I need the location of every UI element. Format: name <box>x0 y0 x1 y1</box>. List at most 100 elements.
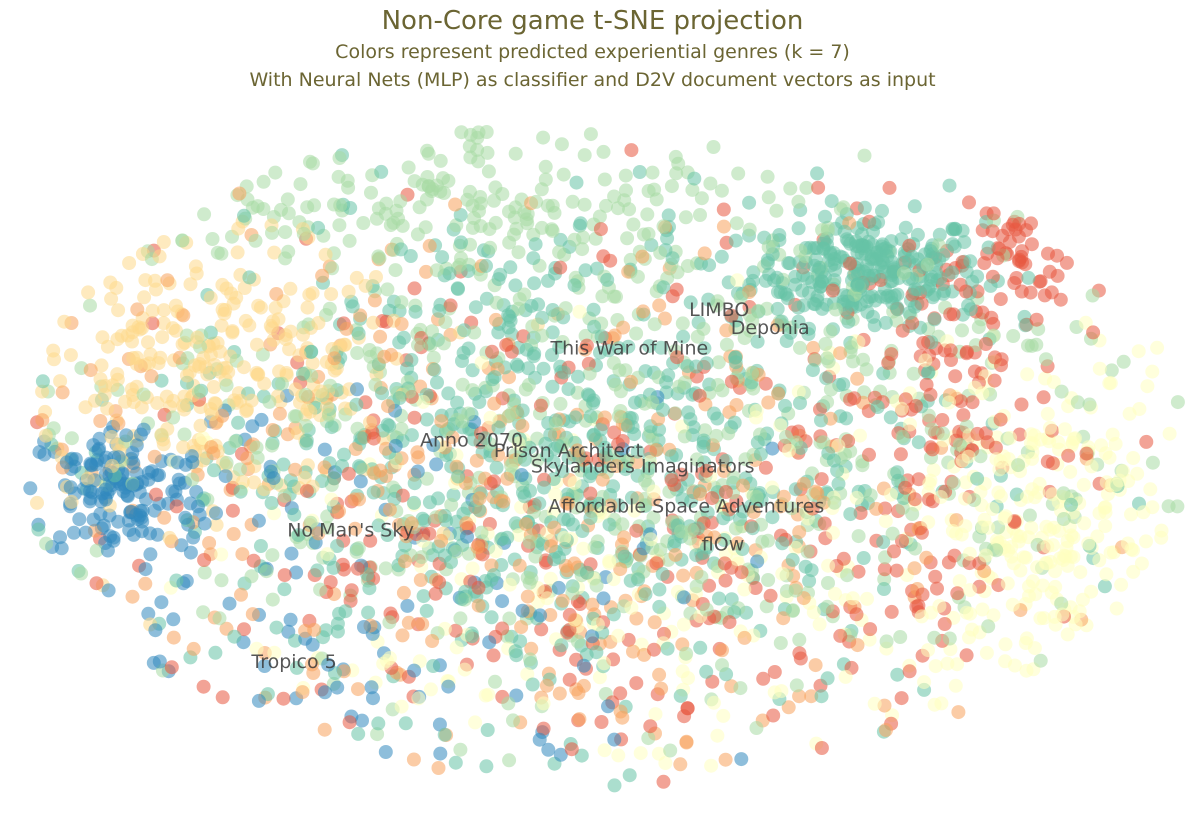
scatter-point <box>371 249 386 264</box>
scatter-point <box>92 431 107 446</box>
scatter-point <box>846 354 860 369</box>
scatter-point <box>425 324 439 339</box>
scatter-point <box>798 559 813 574</box>
scatter-point <box>761 240 776 254</box>
scatter-point <box>624 490 639 505</box>
scatter-point <box>926 463 941 477</box>
scatter-point <box>481 164 496 179</box>
scatter-point <box>598 447 613 462</box>
scatter-point <box>296 226 311 241</box>
scatter-point <box>545 303 560 317</box>
scatter-point <box>948 221 963 236</box>
scatter-point <box>1124 507 1138 522</box>
scatter-point <box>356 216 371 230</box>
scatter-point <box>590 617 605 632</box>
scatter-point <box>281 244 296 259</box>
scatter-point <box>520 589 535 604</box>
scatter-point <box>514 468 529 482</box>
scatter-point <box>155 330 170 345</box>
scatter-point <box>1054 596 1069 611</box>
scatter-point <box>986 206 1001 221</box>
scatter-point <box>313 582 328 597</box>
scatter-point <box>792 689 807 704</box>
scatter-point <box>524 298 539 313</box>
scatter-point <box>257 659 272 673</box>
scatter-point <box>890 667 905 682</box>
scatter-point <box>137 290 152 305</box>
scatter-point <box>907 561 922 576</box>
scatter-point <box>380 282 395 297</box>
scatter-point <box>810 166 825 181</box>
scatter-point <box>214 318 229 333</box>
scatter-point <box>401 160 416 175</box>
scatter-point <box>788 277 803 292</box>
scatter-point <box>419 603 434 618</box>
scatter-point <box>1041 246 1055 261</box>
scatter-point <box>406 752 421 767</box>
scatter-point <box>265 592 280 607</box>
scatter-point <box>120 328 135 343</box>
scatter-point <box>763 588 778 603</box>
scatter-point <box>618 363 633 378</box>
scatter-point <box>638 587 653 602</box>
scatter-point <box>524 641 539 656</box>
scatter-point <box>426 659 441 673</box>
scatter-point <box>288 462 303 477</box>
scatter-point <box>559 495 574 510</box>
scatter-point <box>735 542 750 556</box>
scatter-point <box>963 583 977 598</box>
scatter-point <box>89 457 104 472</box>
scatter-point <box>914 525 929 540</box>
scatter-point <box>819 371 834 386</box>
scatter-point <box>93 372 108 387</box>
scatter-point <box>512 558 527 573</box>
scatter-point <box>369 270 383 284</box>
scatter-point <box>745 365 759 380</box>
scatter-point <box>408 304 423 319</box>
scatter-point <box>699 356 714 371</box>
scatter-point <box>454 235 468 250</box>
scatter-point <box>1073 565 1088 580</box>
scatter-point <box>293 177 308 192</box>
scatter-point <box>451 469 466 484</box>
scatter-point <box>942 631 957 646</box>
scatter-point <box>227 629 242 644</box>
scatter-point <box>792 646 807 661</box>
scatter-point <box>233 484 248 499</box>
scatter-point <box>110 367 125 382</box>
scatter-point <box>808 252 823 267</box>
scatter-point <box>337 447 351 462</box>
scatter-point <box>101 583 116 598</box>
scatter-point <box>81 285 96 300</box>
scatter-point <box>266 333 281 347</box>
scatter-point <box>407 663 422 678</box>
scatter-point <box>249 440 264 455</box>
scatter-point <box>517 452 532 467</box>
scatter-point <box>1027 641 1042 656</box>
scatter-point <box>823 247 838 262</box>
scatter-point <box>240 451 255 466</box>
scatter-point <box>400 598 415 613</box>
scatter-point <box>511 436 526 451</box>
scatter-point <box>237 281 252 295</box>
scatter-point <box>512 292 527 307</box>
scatter-point <box>586 302 601 317</box>
scatter-point <box>607 778 622 793</box>
scatter-point <box>693 640 708 655</box>
scatter-point <box>231 415 246 430</box>
scatter-point <box>311 220 326 235</box>
scatter-point <box>920 257 935 272</box>
scatter-point <box>398 716 413 731</box>
scatter-point <box>1024 216 1038 231</box>
scatter-point <box>613 686 628 701</box>
scatter-point <box>567 556 582 571</box>
scatter-point <box>134 524 149 539</box>
scatter-point <box>1082 397 1097 412</box>
scatter-point <box>843 392 858 407</box>
scatter-point <box>1066 550 1081 565</box>
scatter-point <box>910 227 925 242</box>
scatter-point <box>197 565 212 580</box>
scatter-point <box>596 591 611 606</box>
scatter-point <box>292 348 307 363</box>
scatter-point <box>410 227 425 242</box>
